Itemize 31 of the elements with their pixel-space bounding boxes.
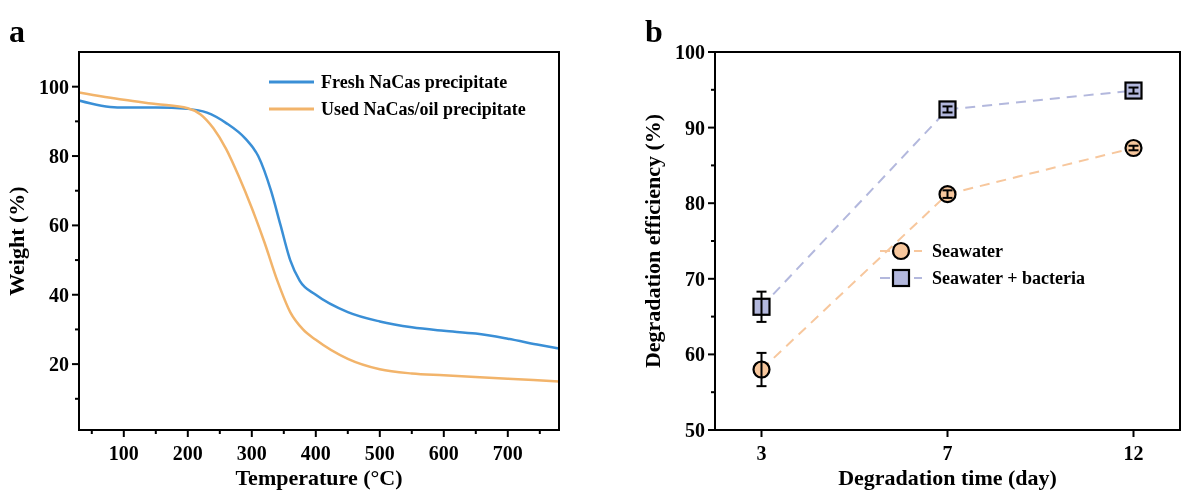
x-axis-title: Degradation time (day)	[838, 465, 1057, 490]
legend-label: Used NaCas/oil precipitate	[321, 99, 526, 120]
y-tick-label: 70	[685, 267, 705, 290]
legend-label: Seawater + bacteria	[932, 268, 1085, 289]
x-tick-label: 7	[942, 442, 953, 464]
y-tick-label: 60	[49, 214, 69, 237]
y-tick-label: 100	[675, 41, 705, 63]
chart-title: b	[645, 13, 663, 49]
x-tick-label: 3	[756, 442, 767, 464]
x-tick-label: 12	[1123, 442, 1144, 464]
legend-label: Seawater	[932, 241, 1003, 262]
x-tick-label: 700	[492, 442, 523, 464]
chart-title: a	[9, 13, 25, 49]
y-axis-title: Degradation efficiency (%)	[640, 113, 665, 369]
x-tick-label: 300	[236, 442, 267, 464]
x-axis-title: Temperature (°C)	[235, 465, 403, 490]
y-tick-label: 50	[685, 419, 705, 441]
y-tick-label: 80	[49, 145, 69, 168]
x-tick-label: 400	[300, 442, 331, 464]
x-tick-label: 600	[428, 442, 459, 464]
x-tick-label: 500	[364, 442, 395, 464]
y-tick-label: 60	[685, 343, 705, 366]
y-tick-label: 100	[39, 75, 69, 98]
x-tick-label: 100	[108, 442, 139, 464]
x-tick-label: 200	[172, 442, 203, 464]
y-axis-title: Weight (%)	[4, 186, 29, 296]
legend-label: Fresh NaCas precipitate	[321, 72, 508, 93]
y-tick-label: 90	[685, 116, 705, 139]
y-tick-label: 40	[49, 283, 69, 306]
y-tick-label: 80	[685, 192, 705, 215]
y-tick-label: 20	[49, 353, 69, 376]
